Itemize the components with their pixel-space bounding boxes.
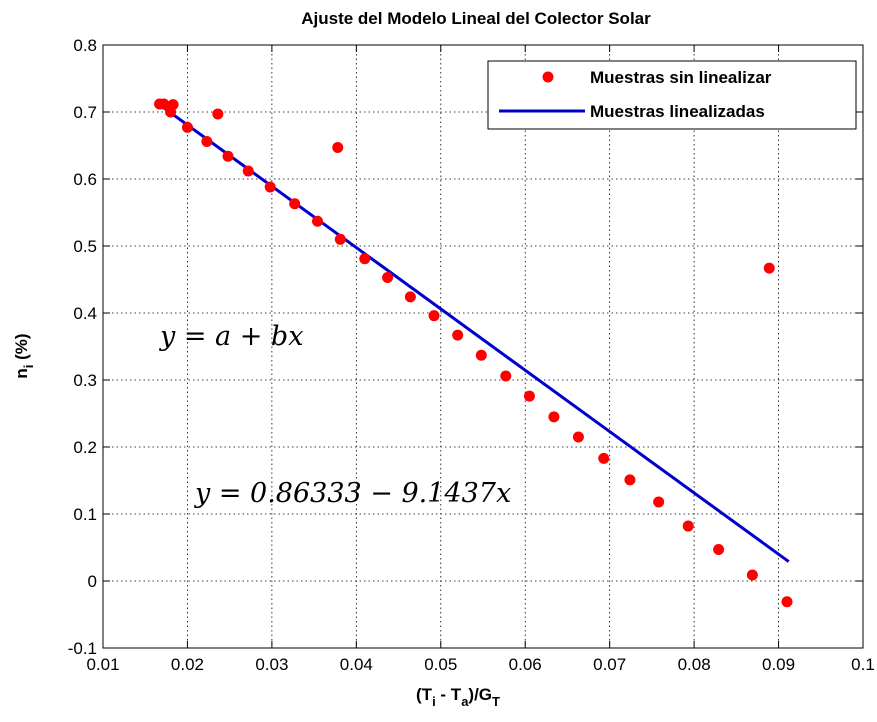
sample-point (548, 411, 560, 423)
sample-points-layer (154, 98, 793, 608)
fit-line (160, 104, 790, 563)
legend-marker-samples (542, 71, 554, 83)
sample-point (475, 349, 487, 361)
ticks: 0.01 0.02 0.03 0.04 0.05 0.06 0.07 0.08 0.09 0.1 -… (68, 36, 875, 674)
sample-point (311, 215, 323, 227)
sample-point (452, 329, 464, 341)
x-tick-label: 0.07 (593, 655, 626, 674)
sample-point (572, 431, 584, 443)
plot-frame (102, 44, 864, 649)
sample-point (382, 271, 394, 283)
sample-point (242, 165, 254, 177)
sample-point (332, 142, 344, 154)
x-tick-label: 0.01 (86, 655, 119, 674)
y-tick-label: 0.2 (73, 438, 97, 457)
sample-point (334, 233, 346, 245)
x-tick-label: 0.09 (762, 655, 795, 674)
sample-point (781, 596, 793, 608)
y-tick-label: 0.3 (73, 371, 97, 390)
equation-fit: y = 0.86333 − 9.1437x (194, 478, 511, 509)
sample-point (158, 98, 170, 110)
x-tick-label: 0.1 (851, 655, 875, 674)
y-tick-label: 0.5 (73, 237, 97, 256)
sample-point (624, 474, 636, 486)
annotations: y = a + bx y = 0.86333 − 9.1437x (159, 321, 511, 509)
y-axis-label: ni (%) (12, 333, 36, 378)
y-tick-label: 0.8 (73, 36, 97, 55)
sample-point (212, 108, 224, 120)
y-tick-label: 0.7 (73, 103, 97, 122)
y-tick-label: -0.1 (68, 639, 97, 658)
sample-point (653, 496, 665, 508)
x-tick-label: 0.08 (678, 655, 711, 674)
y-tick-label: 0.1 (73, 505, 97, 524)
equation-general: y = a + bx (159, 321, 303, 352)
grid (103, 45, 863, 648)
sample-point (428, 310, 440, 322)
legend: Muestras sin linealizar Muestras lineali… (487, 60, 857, 130)
sample-point (404, 291, 416, 303)
sample-point (500, 370, 512, 382)
x-tick-label: 0.04 (340, 655, 373, 674)
fit-line-layer (160, 104, 790, 563)
x-tick-label: 0.05 (424, 655, 457, 674)
sample-point (359, 253, 371, 265)
sample-point (201, 135, 213, 147)
chart-title: Ajuste del Modelo Lineal del Colector So… (301, 9, 651, 28)
x-tick-label: 0.06 (509, 655, 542, 674)
plot-area (103, 45, 863, 648)
sample-point (264, 181, 276, 193)
sample-point (222, 150, 234, 162)
sample-point (523, 390, 535, 402)
sample-point (181, 121, 193, 133)
sample-point (598, 452, 610, 464)
sample-point (289, 198, 301, 210)
legend-label-fit: Muestras linealizadas (590, 102, 765, 121)
sample-point (713, 544, 725, 556)
y-tick-label: 0.4 (73, 304, 97, 323)
x-tick-label: 0.02 (171, 655, 204, 674)
x-axis-label: (Ti - Ta)/GT (416, 685, 500, 709)
sample-point (746, 569, 758, 581)
sample-point (682, 520, 694, 532)
sample-point (763, 262, 775, 274)
y-tick-label: 0 (88, 572, 97, 591)
sample-point (167, 99, 179, 111)
x-tick-label: 0.03 (255, 655, 288, 674)
legend-label-samples: Muestras sin linealizar (590, 68, 772, 87)
y-tick-label: 0.6 (73, 170, 97, 189)
